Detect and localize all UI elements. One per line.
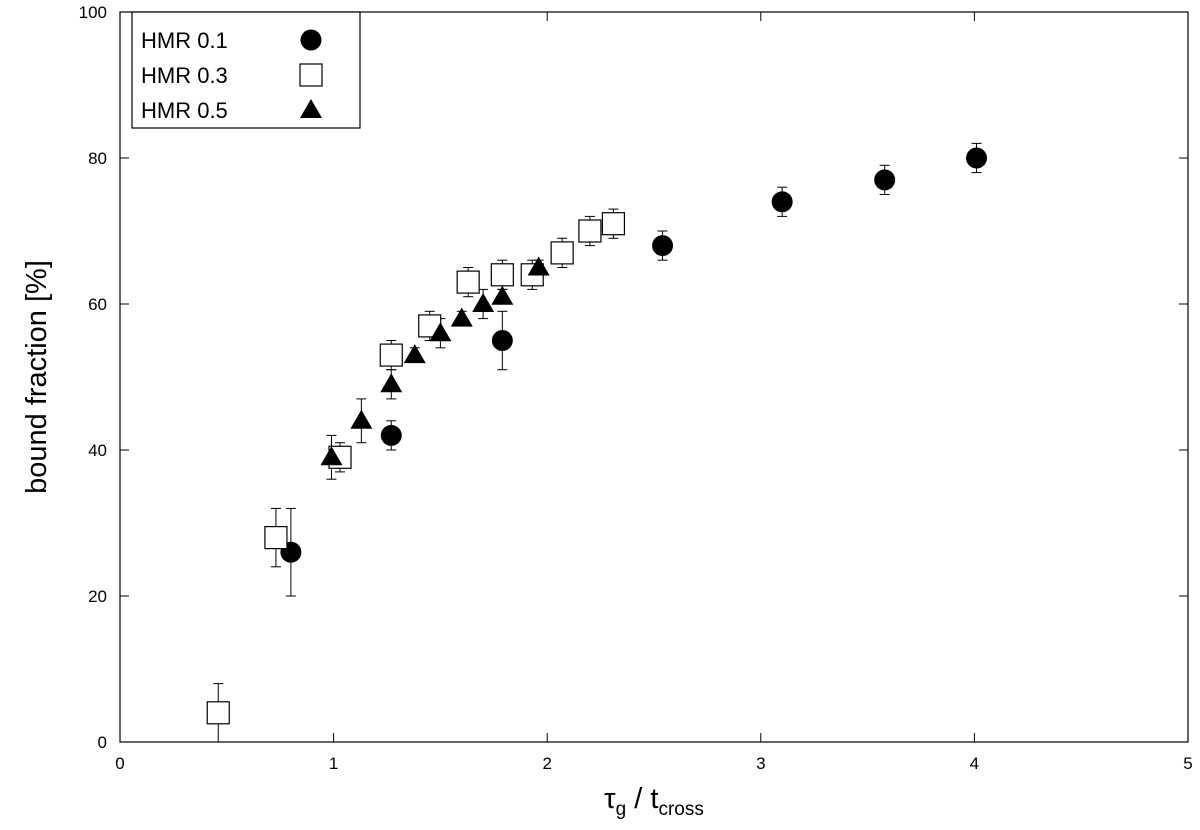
data-point-series-2 bbox=[350, 409, 373, 429]
legend-marker-series-2 bbox=[300, 99, 322, 118]
x-axis-label-sub-g: g bbox=[616, 799, 627, 820]
x-tick-label: 0 bbox=[115, 754, 124, 773]
data-point-series-0 bbox=[771, 191, 793, 213]
x-tick-label: 4 bbox=[970, 754, 979, 773]
y-tick-label: 60 bbox=[88, 295, 107, 314]
legend-entry-hmr-0-3: HMR 0.3 bbox=[141, 63, 228, 88]
data-point-series-1 bbox=[206, 701, 230, 725]
data-point-series-0 bbox=[652, 235, 674, 257]
x-tick-label: 3 bbox=[756, 754, 765, 773]
legend-marker-series-0 bbox=[300, 29, 322, 51]
data-point-series-0 bbox=[491, 330, 513, 351]
plot-frame bbox=[119, 11, 1189, 743]
data-point-series-2 bbox=[491, 285, 514, 305]
data-point-series-0 bbox=[966, 147, 988, 169]
x-axis-label-sub-cross: cross bbox=[658, 799, 703, 820]
legend: HMR 0.1 HMR 0.3 HMR 0.5 bbox=[131, 11, 361, 129]
y-tick-label: 0 bbox=[98, 733, 107, 752]
x-tick-label: 2 bbox=[542, 754, 551, 773]
y-tick-label: 100 bbox=[79, 3, 107, 22]
data-point-series-1 bbox=[490, 263, 514, 287]
axis-ticks: 0 1 2 3 4 5 0 20 40 60 80 100 bbox=[79, 3, 1193, 773]
x-axis-label-mid: / t bbox=[626, 783, 658, 815]
data-point-series-1 bbox=[578, 219, 602, 243]
data-point-series-2 bbox=[403, 344, 426, 364]
data-point-series-1 bbox=[456, 270, 480, 294]
data-point-series-2 bbox=[320, 446, 343, 466]
data-point-series-2 bbox=[472, 293, 495, 312]
data-point-series-0 bbox=[874, 169, 896, 191]
data-point-series-1 bbox=[601, 212, 626, 236]
data-point-series-2 bbox=[450, 307, 473, 327]
legend-markers bbox=[299, 29, 323, 118]
y-tick-label: 20 bbox=[88, 587, 107, 606]
data-point-series-1 bbox=[379, 343, 403, 367]
data-point-series-2 bbox=[429, 322, 452, 342]
y-tick-label: 80 bbox=[88, 149, 107, 168]
data-point-series-1 bbox=[264, 525, 288, 550]
x-axis-label: τg / tcross bbox=[604, 783, 704, 820]
data-point-series-0 bbox=[380, 424, 402, 446]
data-point-series-2 bbox=[527, 256, 550, 276]
data-point-series-2 bbox=[380, 373, 403, 393]
data-point-series-1 bbox=[550, 241, 574, 265]
x-tick-label: 1 bbox=[329, 754, 338, 773]
x-axis-label-main: τ bbox=[604, 783, 616, 815]
y-tick-label: 40 bbox=[88, 441, 107, 460]
legend-entry-hmr-0-5: HMR 0.5 bbox=[141, 98, 228, 123]
legend-marker-series-1 bbox=[299, 63, 323, 87]
y-axis-label: bound fraction [%] bbox=[21, 260, 53, 494]
legend-entry-hmr-0-1: HMR 0.1 bbox=[141, 28, 228, 53]
x-tick-label: 5 bbox=[1183, 754, 1192, 773]
data-markers bbox=[206, 147, 988, 725]
